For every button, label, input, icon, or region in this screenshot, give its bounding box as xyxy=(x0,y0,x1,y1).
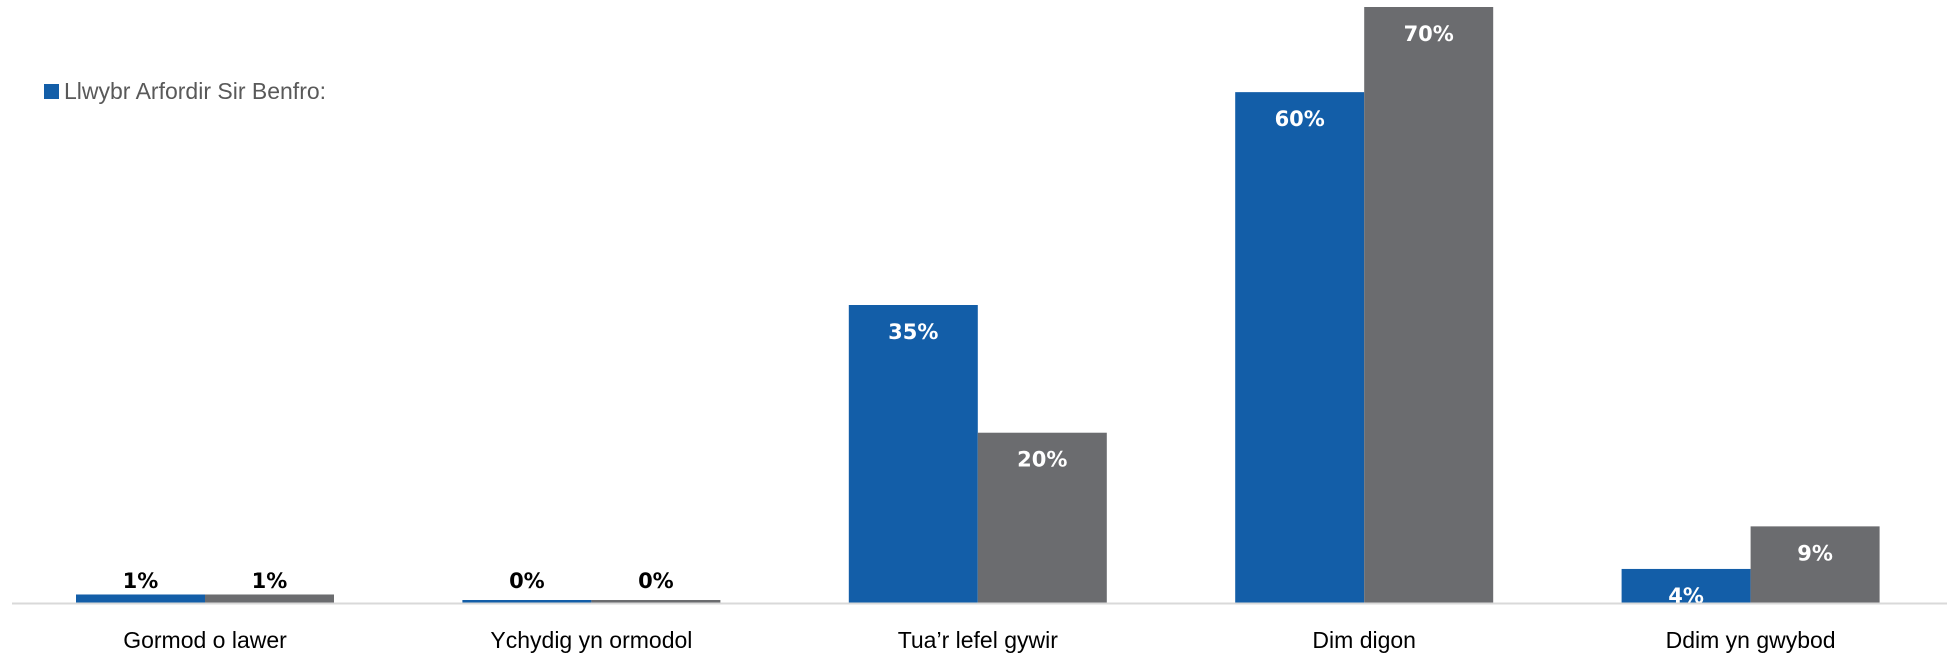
bar-1-1 xyxy=(462,600,592,603)
data-label: 1% xyxy=(252,569,288,593)
data-label: 9% xyxy=(1797,541,1833,565)
bar-1-0 xyxy=(76,594,205,603)
bar-1-4 xyxy=(1621,568,1751,603)
data-label: 60% xyxy=(1275,107,1325,131)
category-label: Ychydig yn ormodol xyxy=(490,627,692,653)
data-label: 0% xyxy=(638,569,674,593)
legend: Llwybr Arfordir Sir Benfro: xyxy=(44,78,326,105)
category-label: Ddim yn gwybod xyxy=(1666,627,1836,653)
data-label: 35% xyxy=(888,320,938,344)
legend-swatch xyxy=(44,84,59,99)
data-label: 20% xyxy=(1017,448,1067,472)
bar-2-2 xyxy=(977,432,1107,603)
data-label: 0% xyxy=(509,569,545,593)
bar-2-0 xyxy=(205,594,334,603)
bar-1-3 xyxy=(1235,92,1365,604)
bar-2-1 xyxy=(591,600,721,603)
category-label: Gormod o lawer xyxy=(123,627,287,653)
legend-label: Llwybr Arfordir Sir Benfro: xyxy=(64,78,327,104)
data-label: 70% xyxy=(1404,22,1454,46)
bar-2-4 xyxy=(1750,526,1880,603)
data-label: 1% xyxy=(123,569,159,593)
category-label: Dim digon xyxy=(1312,627,1416,653)
bar-1-2 xyxy=(848,305,978,603)
bar-2-3 xyxy=(1364,7,1494,603)
category-label: Tua’r lefel gywir xyxy=(898,627,1059,653)
